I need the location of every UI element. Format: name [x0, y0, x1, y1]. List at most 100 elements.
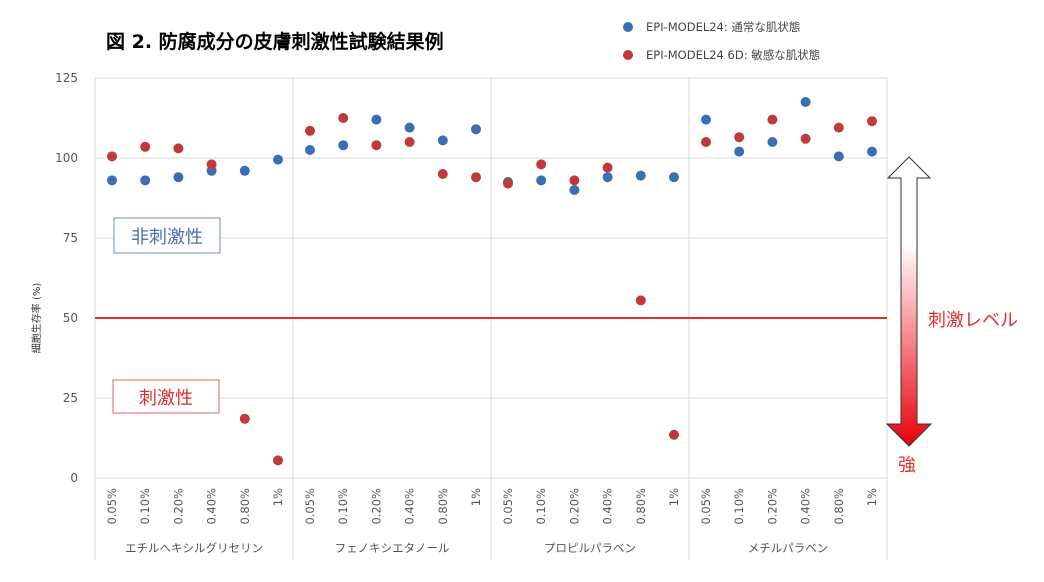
point-normal-skin	[569, 185, 580, 195]
x-tick-label: 0.20%	[765, 488, 779, 525]
x-tick-labels: 0.05% 0.10% 0.20% 0.40% 0.80% 1% 0.05% 0.10% 0.2…	[105, 488, 879, 525]
point-normal-skin	[107, 175, 117, 186]
y-tick-label: 75	[63, 231, 78, 245]
point-normal-skin	[701, 114, 711, 125]
x-tick-label: 0.40%	[601, 488, 615, 525]
x-tick-label: 0.20%	[567, 488, 581, 525]
point-normal-skin	[371, 114, 382, 125]
legend-marker-sensitive	[623, 50, 633, 60]
point-sensitive-skin	[338, 113, 349, 123]
point-sensitive-skin	[867, 116, 877, 127]
point-sensitive-skin	[635, 295, 646, 306]
chart-title: 図 2. 防腐成分の皮膚刺激性試験結果例	[106, 30, 444, 53]
x-tick-label: 0.10%	[138, 488, 152, 525]
point-sensitive-skin	[734, 132, 745, 143]
group-label: メチルパラベン	[748, 541, 829, 555]
point-sensitive-skin	[239, 413, 250, 424]
x-tick-label: 0.10%	[534, 488, 548, 525]
point-normal-skin	[635, 170, 646, 181]
x-tick-label: 0.05%	[699, 488, 713, 525]
x-tick-label: 0.40%	[799, 488, 813, 525]
irritation-arrow	[885, 156, 933, 447]
legend: EPI-MODEL24: 通常な肌状態 EPI-MODEL24 6D: 敏感な肌…	[623, 20, 820, 62]
point-sensitive-skin	[173, 143, 184, 154]
point-sensitive-skin	[536, 159, 547, 170]
point-normal-skin	[239, 165, 250, 176]
point-normal-skin	[173, 172, 184, 183]
point-sensitive-skin	[503, 178, 513, 189]
legend-label-sensitive: EPI-MODEL24 6D: 敏感な肌状態	[646, 48, 820, 62]
x-tick-label: 0.40%	[403, 488, 417, 525]
point-sensitive-skin	[206, 159, 217, 170]
legend-marker-normal	[623, 22, 633, 32]
non-irritant-text: 非刺激性	[131, 227, 203, 248]
y-tick-label: 100	[55, 151, 78, 165]
group-label: エチルヘキシルグリセリン	[125, 541, 263, 555]
x-tick-label: 0.05%	[105, 488, 119, 525]
irritant-text: 刺激性	[139, 388, 193, 409]
y-tick-label: 50	[63, 311, 78, 325]
point-normal-skin	[536, 175, 547, 186]
y-tick-labels: 0 25 50 75 100 125	[55, 71, 78, 485]
x-tick-label: 0.40%	[205, 488, 219, 525]
point-normal-skin	[669, 172, 679, 183]
x-tick-label: 1%	[865, 488, 879, 506]
irritation-level-label: 刺激レベル	[928, 310, 1018, 331]
x-tick-label: 0.05%	[501, 488, 515, 525]
non-irritant-box	[113, 217, 221, 254]
point-sensitive-skin	[800, 133, 811, 144]
point-sensitive-skin	[833, 122, 844, 133]
point-sensitive-skin	[471, 172, 481, 183]
point-normal-skin	[404, 122, 415, 133]
x-tick-label: 0.80%	[436, 488, 450, 525]
point-normal-skin	[767, 137, 778, 147]
point-normal-skin	[867, 146, 877, 157]
point-normal-skin	[305, 145, 315, 155]
x-tick-label: 0.80%	[238, 488, 252, 525]
point-sensitive-skin	[569, 175, 580, 186]
irritant-box	[112, 379, 220, 414]
point-sensitive-skin	[669, 429, 679, 440]
point-normal-skin	[800, 97, 811, 107]
group-label: フェノキシエタノール	[335, 541, 450, 555]
x-tick-label: 1%	[667, 488, 681, 506]
group-labels: エチルヘキシルグリセリン フェノキシエタノール プロピルパラベン メチルパラベン	[125, 541, 828, 555]
point-normal-skin	[338, 140, 349, 151]
y-axis-label: 細胞生存率 (%)	[30, 283, 43, 354]
point-normal-skin	[833, 151, 844, 162]
non-irritant-zone-label: 非刺激性	[113, 217, 221, 254]
x-tick-label: 0.20%	[369, 488, 383, 525]
point-sensitive-skin	[701, 137, 711, 147]
x-tick-label: 1%	[271, 488, 285, 506]
x-tick-label: 0.10%	[732, 488, 746, 525]
point-sensitive-skin	[140, 141, 151, 152]
point-normal-skin	[734, 146, 745, 157]
point-sensitive-skin	[273, 455, 283, 466]
point-sensitive-skin	[767, 114, 778, 125]
data-points	[107, 97, 877, 466]
point-sensitive-skin	[371, 140, 382, 151]
x-tick-label: 0.80%	[634, 488, 648, 525]
x-tick-label: 0.10%	[336, 488, 350, 525]
x-tick-label: 0.80%	[832, 488, 846, 525]
point-sensitive-skin	[107, 151, 117, 162]
legend-label-normal: EPI-MODEL24: 通常な肌状態	[646, 20, 800, 34]
point-normal-skin	[273, 154, 283, 165]
x-tick-label: 0.20%	[171, 488, 185, 525]
strong-label: 強	[898, 455, 916, 476]
point-normal-skin	[602, 172, 613, 183]
y-tick-label: 0	[70, 471, 78, 485]
y-tick-label: 125	[55, 71, 78, 85]
point-normal-skin	[140, 175, 151, 186]
x-tick-label: 0.05%	[303, 488, 317, 525]
x-tick-label: 1%	[469, 488, 483, 506]
point-normal-skin	[437, 135, 448, 146]
point-sensitive-skin	[602, 162, 613, 173]
y-tick-label: 25	[63, 391, 78, 405]
group-label: プロピルパラベン	[544, 541, 636, 555]
irritant-zone-label: 刺激性	[112, 379, 220, 414]
point-sensitive-skin	[404, 137, 415, 147]
point-normal-skin	[471, 124, 481, 135]
point-sensitive-skin	[437, 169, 448, 179]
